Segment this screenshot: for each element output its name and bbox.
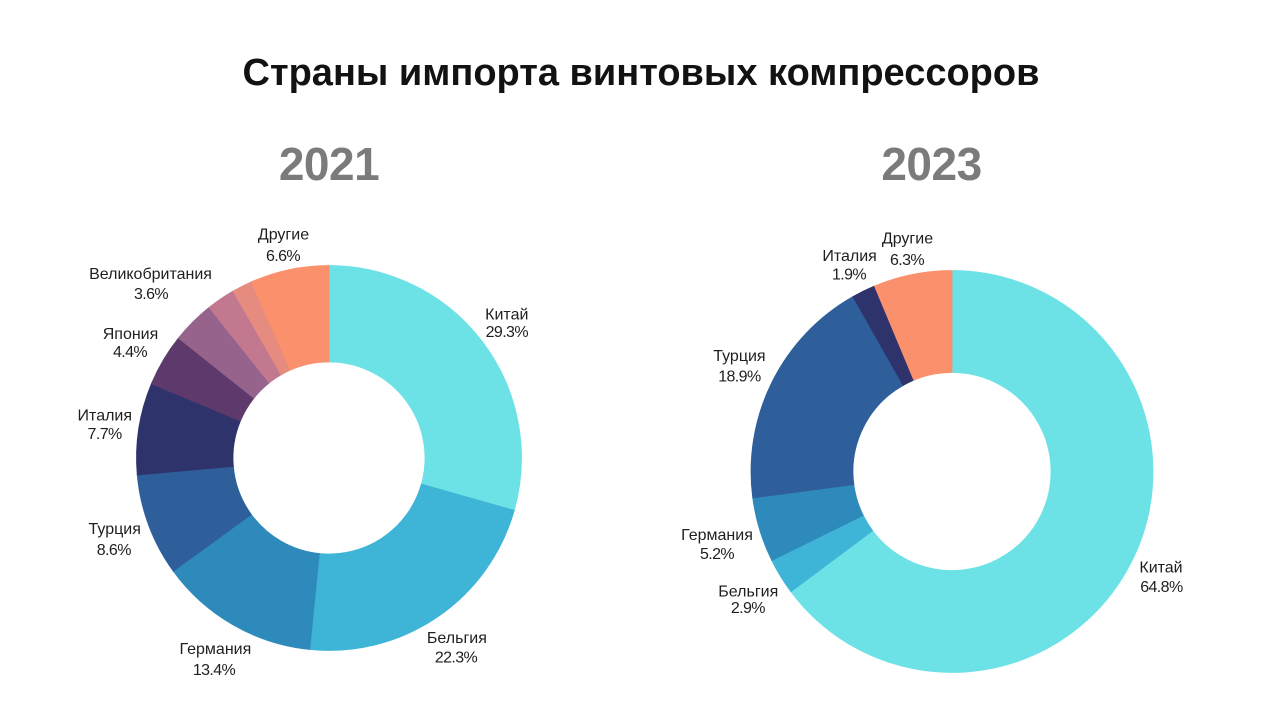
svg-text:Китай: Китай <box>485 307 528 324</box>
svg-text:5.2%: 5.2% <box>700 546 734 563</box>
svg-text:2023: 2023 <box>881 138 981 190</box>
svg-text:Германия: Германия <box>681 527 753 544</box>
svg-text:6.3%: 6.3% <box>890 252 924 269</box>
svg-text:6.6%: 6.6% <box>266 248 300 265</box>
svg-text:4.4%: 4.4% <box>113 344 147 361</box>
svg-text:18.9%: 18.9% <box>718 369 761 386</box>
svg-text:29.3%: 29.3% <box>486 324 529 341</box>
svg-text:2021: 2021 <box>279 138 379 190</box>
svg-text:Великобритания: Великобритания <box>89 266 212 283</box>
svg-text:Турция: Турция <box>89 521 141 538</box>
svg-text:Другие: Другие <box>882 231 933 248</box>
svg-text:1.9%: 1.9% <box>832 266 866 283</box>
svg-text:Другие: Другие <box>258 227 309 244</box>
svg-text:Страны импорта винтовых компре: Страны импорта винтовых компрессоров <box>243 52 1040 94</box>
svg-text:8.6%: 8.6% <box>97 542 131 559</box>
svg-text:13.4%: 13.4% <box>193 662 236 679</box>
svg-text:Бельгия: Бельгия <box>427 630 487 647</box>
svg-text:3.6%: 3.6% <box>134 286 168 303</box>
svg-text:Китай: Китай <box>1139 560 1182 577</box>
svg-text:Италия: Италия <box>78 408 132 425</box>
svg-text:64.8%: 64.8% <box>1140 579 1183 596</box>
svg-text:Италия: Италия <box>822 248 876 265</box>
svg-text:Япония: Япония <box>103 326 159 343</box>
svg-text:7.7%: 7.7% <box>88 426 122 443</box>
svg-text:Германия: Германия <box>180 641 252 658</box>
svg-text:Бельгия: Бельгия <box>718 583 778 600</box>
svg-text:Турция: Турция <box>713 348 765 365</box>
svg-text:22.3%: 22.3% <box>435 650 478 667</box>
svg-text:2.9%: 2.9% <box>731 600 765 617</box>
